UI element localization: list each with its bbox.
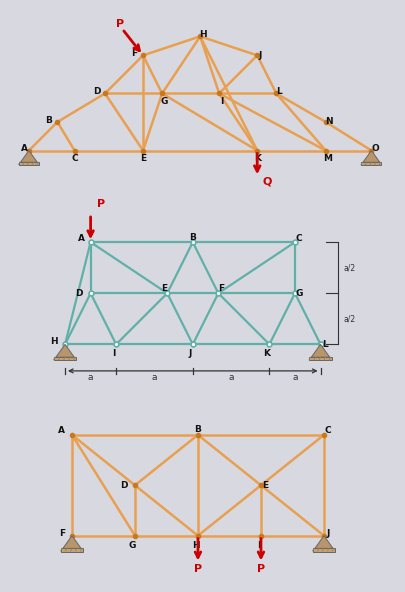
Text: C: C [324, 426, 330, 435]
Polygon shape [362, 150, 379, 162]
Text: M: M [323, 155, 332, 163]
Text: L: L [276, 88, 281, 96]
Text: C: C [71, 155, 78, 163]
Text: I: I [219, 96, 223, 105]
Text: O: O [371, 144, 378, 153]
Text: C: C [295, 234, 302, 243]
Text: G: G [128, 541, 136, 550]
Text: a: a [292, 373, 297, 382]
Text: D: D [75, 289, 83, 298]
Bar [312, 548, 334, 552]
Text: J: J [326, 529, 329, 538]
Bar [309, 357, 331, 361]
Text: N: N [324, 117, 332, 127]
Text: A: A [78, 234, 85, 243]
Text: F: F [59, 529, 65, 538]
Text: B: B [45, 116, 52, 125]
Polygon shape [314, 536, 332, 548]
Text: H: H [50, 337, 58, 346]
Text: a: a [87, 373, 93, 382]
Text: P: P [256, 564, 264, 574]
Text: D: D [93, 88, 100, 96]
Text: G: G [294, 289, 302, 298]
Text: J: J [258, 51, 261, 60]
Text: I: I [112, 349, 115, 358]
Text: a/2: a/2 [343, 263, 355, 272]
Text: a/2: a/2 [343, 314, 355, 323]
Text: K: K [263, 349, 270, 358]
Text: B: B [194, 425, 201, 435]
Bar [360, 162, 381, 165]
Polygon shape [56, 345, 74, 357]
Text: F: F [217, 284, 224, 292]
Text: A: A [21, 144, 28, 153]
Bar [19, 162, 39, 165]
Text: D: D [120, 481, 127, 490]
Text: a: a [151, 373, 157, 382]
Text: K: K [253, 155, 260, 163]
Text: J: J [188, 349, 192, 358]
Text: H: H [191, 541, 199, 550]
Text: a: a [228, 373, 233, 382]
Bar [54, 357, 76, 361]
Polygon shape [63, 536, 81, 548]
Text: H: H [199, 30, 207, 39]
Text: L: L [321, 340, 327, 349]
Text: Q: Q [262, 176, 272, 186]
Text: G: G [160, 96, 167, 105]
Text: B: B [189, 233, 196, 242]
Text: E: E [261, 481, 267, 490]
Text: P: P [96, 200, 104, 210]
Text: I: I [256, 541, 260, 550]
Text: E: E [140, 155, 146, 163]
Polygon shape [311, 345, 329, 357]
Text: P: P [116, 19, 124, 29]
Polygon shape [21, 150, 37, 162]
Text: P: P [194, 564, 202, 574]
Text: A: A [58, 426, 65, 435]
Bar [61, 548, 83, 552]
Text: E: E [161, 284, 167, 292]
Text: F: F [131, 49, 137, 59]
